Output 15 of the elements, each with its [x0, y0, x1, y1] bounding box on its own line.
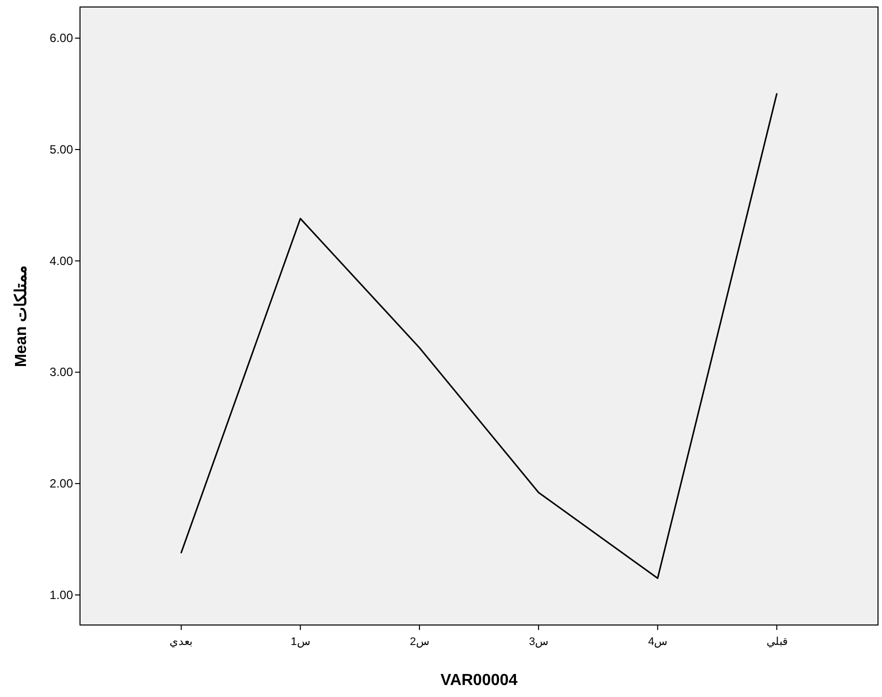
x-tick-label: س2	[410, 636, 430, 648]
y-tick-label: 2.00	[50, 476, 74, 491]
x-tick-label: س4	[648, 636, 668, 648]
y-tick-label: 4.00	[50, 254, 74, 268]
x-axis-title: VAR00004	[440, 672, 518, 689]
y-tick-label: 5.00	[50, 142, 74, 157]
line-series	[180, 93, 778, 579]
y-tick-label: 3.00	[50, 365, 74, 380]
y-tick-label: 6.00	[50, 31, 74, 46]
x-tick-label: قبلي	[766, 636, 788, 648]
y-tick-label: 1.00	[50, 588, 74, 602]
x-tick-label: س3	[528, 636, 548, 648]
y-axis-title: Mean ممتلكات	[13, 264, 30, 368]
x-tick-label: بعدي	[170, 636, 193, 648]
x-tick-label: س1	[290, 636, 310, 648]
